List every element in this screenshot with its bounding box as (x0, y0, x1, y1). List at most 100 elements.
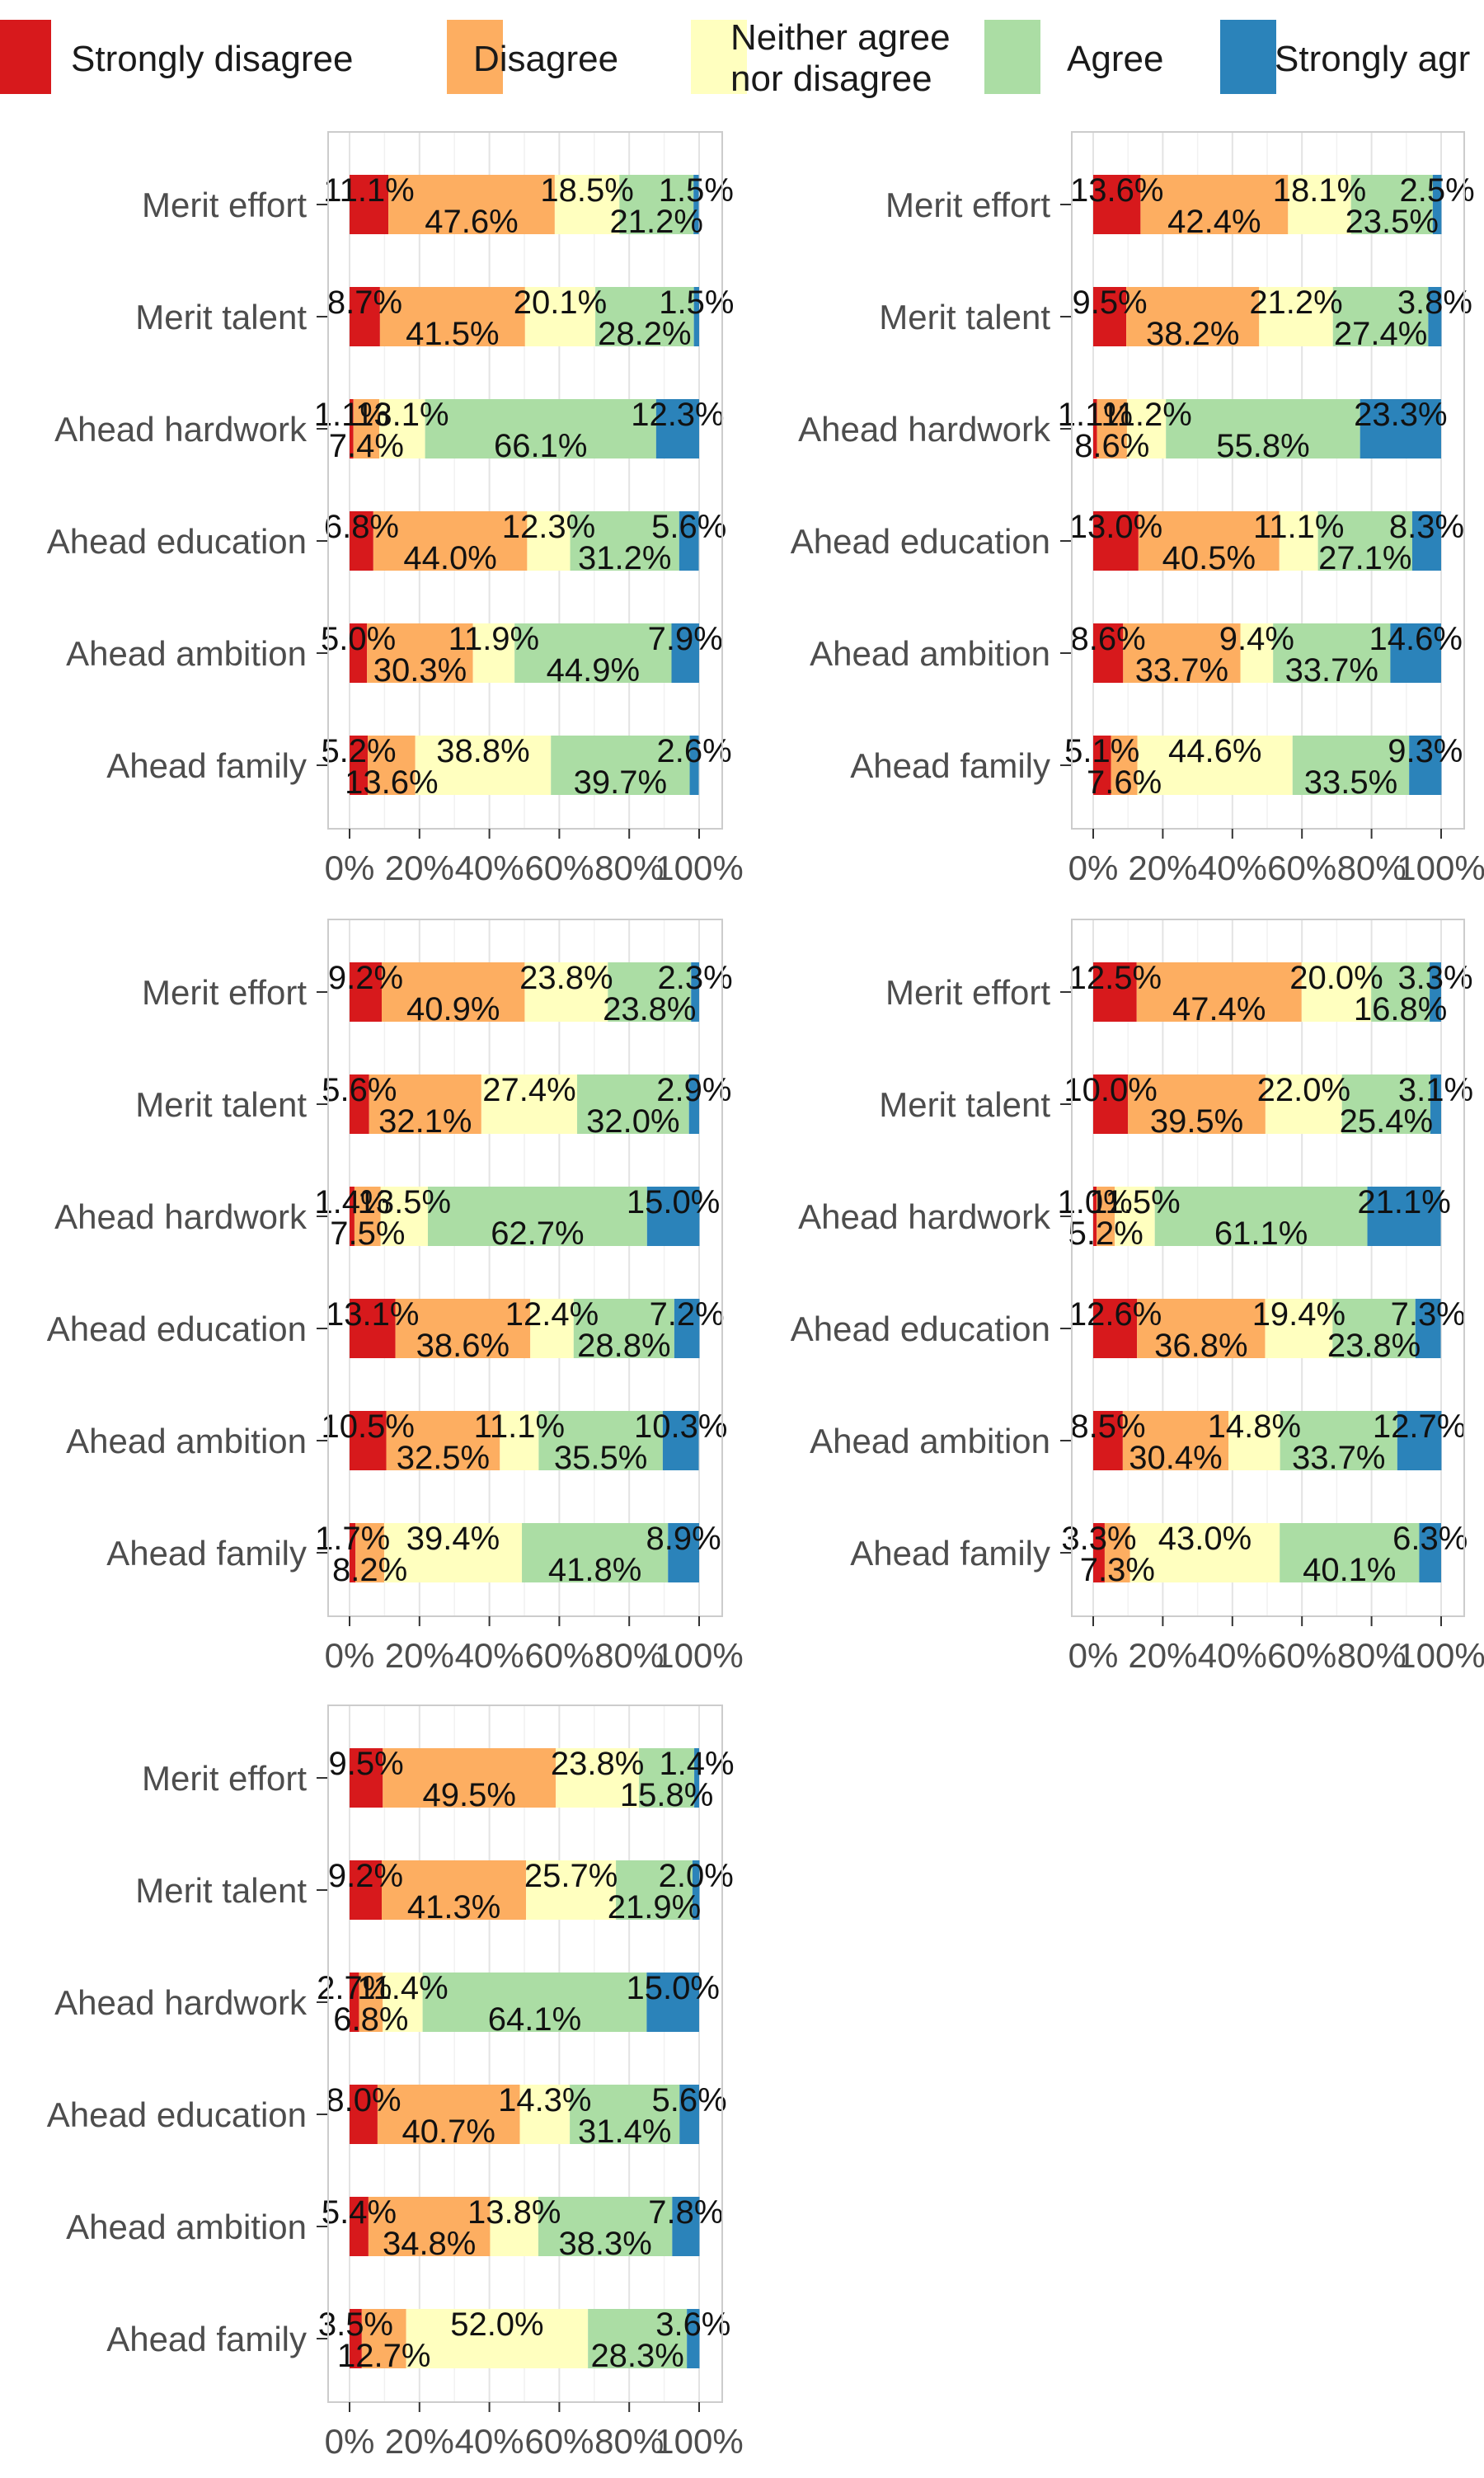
data-label: 5.0% (321, 621, 396, 657)
data-label: 6.8% (333, 2001, 408, 2038)
category-label: Merit talent (135, 1085, 307, 1124)
bar-segment (689, 736, 699, 795)
bar-segment (1259, 287, 1333, 346)
data-label: 1.1% (1058, 397, 1133, 433)
bar-segment (1411, 511, 1441, 571)
category-label: Ahead hardwork (798, 1197, 1051, 1236)
bar-segment (1154, 1187, 1368, 1246)
x-tick-label: 80% (594, 2422, 664, 2461)
category-label: Merit effort (142, 186, 307, 224)
data-label: 5.6% (322, 1072, 397, 1108)
chart-panel: Merit effort 9.5%49.5%23.8%15.8%1.4%Merit… (47, 1705, 744, 2461)
bar-segment (1317, 511, 1412, 571)
data-label: 40.5% (1162, 540, 1256, 576)
bar-segment (1430, 962, 1441, 1022)
data-label: 64.1% (488, 2001, 581, 2038)
data-label: 27.1% (1318, 540, 1411, 576)
panel-border (327, 131, 723, 830)
bar-segment (1093, 1411, 1123, 1470)
data-label: 66.1% (494, 428, 587, 464)
bar-segment (427, 1187, 647, 1246)
bar-segment (383, 1748, 556, 1808)
x-tick-label: 80% (1337, 1636, 1407, 1675)
bar-segment (577, 1074, 689, 1134)
bar-segment (1280, 1523, 1420, 1582)
data-label: 32.5% (397, 1440, 490, 1476)
category-label: Merit talent (135, 1871, 307, 1910)
data-label: 21.2% (610, 204, 703, 240)
bar-segment (1390, 623, 1441, 683)
data-label: 18.5% (540, 172, 633, 209)
legend-label: Strongly agr (1275, 39, 1470, 79)
data-label: 31.4% (578, 2114, 671, 2150)
data-label: 5.6% (652, 2082, 727, 2118)
data-label: 8.6% (1071, 621, 1146, 657)
data-label: 1.5% (659, 172, 734, 209)
data-label: 28.8% (577, 1328, 670, 1364)
bar-segment (369, 1074, 481, 1134)
data-label: 15.8% (620, 1777, 713, 1813)
x-tick-label: 60% (524, 849, 594, 887)
data-label: 23.8% (603, 991, 696, 1027)
x-tick-label: 0% (1068, 849, 1119, 887)
bar-segment (1228, 1411, 1280, 1470)
bar-segment (1360, 399, 1441, 458)
bar-segment (1093, 623, 1124, 683)
data-label: 52.0% (450, 2306, 543, 2343)
panel-border (327, 919, 723, 1617)
bar-segment (595, 287, 694, 346)
category-label: Ahead hardwork (54, 1197, 308, 1236)
x-tick-label: 0% (325, 1636, 375, 1675)
legend-item: Disagree (447, 20, 618, 94)
data-label: 1.1% (314, 397, 389, 433)
data-label: 11.1% (474, 1408, 565, 1445)
category-label: Ahead family (106, 746, 307, 785)
data-label: 49.5% (423, 1777, 516, 1813)
bar-segment (350, 511, 373, 571)
category-label: Ahead education (47, 522, 307, 561)
bar-segment (1122, 1411, 1229, 1470)
bar-segment (1279, 511, 1318, 571)
data-label: 11.1% (323, 172, 414, 209)
data-label: 3.8% (1397, 284, 1472, 321)
data-label: 33.7% (1292, 1440, 1385, 1476)
x-tick-label: 60% (1267, 849, 1336, 887)
data-label: 14.8% (1208, 1408, 1301, 1445)
data-label: 9.4% (1219, 621, 1294, 657)
data-label: 9.5% (329, 1746, 404, 1782)
bar-segment (350, 1860, 383, 1920)
chart-panel: Merit effort 11.1% 47.6% 18.5%21.2%1.5% Meri… (47, 131, 744, 887)
legend: Strongly disagree Disagree Neither agreeno… (0, 17, 1470, 99)
bar-segment (1136, 962, 1302, 1022)
category-label: Ahead family (106, 2320, 307, 2358)
bar-segment (1097, 399, 1127, 458)
category-label: Ahead ambition (66, 634, 307, 673)
x-tick-label: 20% (385, 849, 454, 887)
category-label: Ahead education (791, 1310, 1050, 1348)
category-label: Ahead family (850, 746, 1050, 785)
data-label: 6.8% (324, 509, 399, 545)
legend-label: Neither agree (730, 17, 951, 58)
bar-segment (1432, 175, 1442, 234)
data-label: 41.5% (406, 316, 499, 352)
data-label: 12.3% (502, 509, 595, 545)
x-tick-label: 60% (524, 2422, 594, 2461)
data-label: 20.1% (514, 284, 607, 321)
data-label: 47.6% (425, 204, 518, 240)
data-label: 12.7% (337, 2338, 430, 2374)
bar-segment (425, 399, 656, 458)
x-tick-label: 60% (524, 1636, 594, 1675)
data-label: 8.9% (646, 1521, 721, 1557)
bar-segment (554, 175, 620, 234)
bar-segment (1397, 1411, 1442, 1470)
bar-segment (383, 1973, 423, 2032)
bar-segment (380, 1187, 428, 1246)
data-label: 7.2% (650, 1296, 725, 1333)
bar-segment (1093, 1074, 1129, 1134)
data-label: 39.7% (574, 764, 667, 801)
data-label: 42.4% (1167, 204, 1261, 240)
data-label: 40.1% (1303, 1552, 1396, 1588)
data-label: 2.0% (659, 1858, 734, 1894)
data-label: 43.0% (1158, 1521, 1252, 1557)
bar-segment (359, 1973, 383, 2032)
